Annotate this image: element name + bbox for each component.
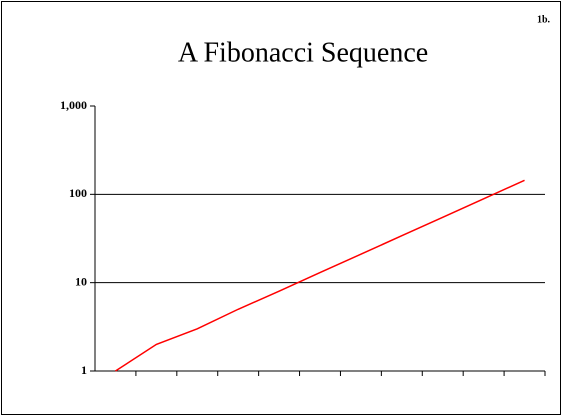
- y-tick-label: 10: [75, 274, 87, 288]
- y-tick-label: 1: [81, 363, 87, 377]
- corner-label: 1b.: [537, 14, 551, 25]
- y-tick-label: 1,000: [60, 98, 87, 112]
- y-tick-label: 100: [69, 186, 87, 200]
- chart-title: A Fibonacci Sequence: [178, 37, 428, 68]
- line-series: [115, 179, 525, 372]
